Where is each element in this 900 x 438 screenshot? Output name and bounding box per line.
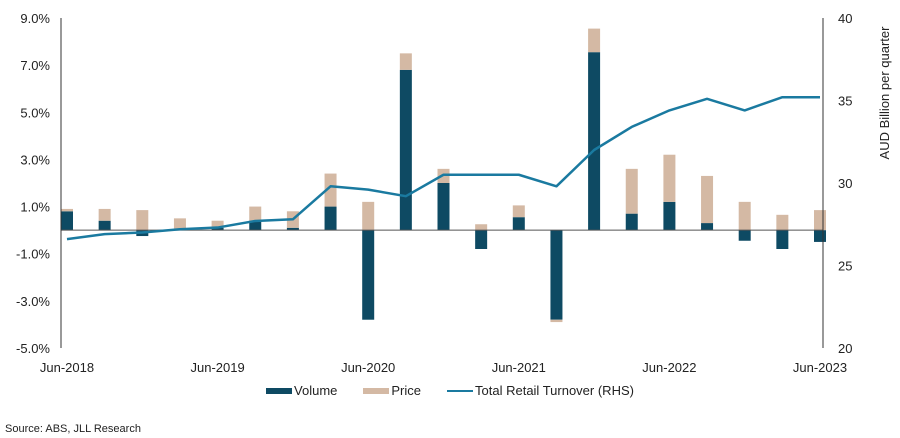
bar-volume [437, 183, 450, 231]
bar-price [550, 319, 563, 323]
turnover-line-swatch-icon [447, 389, 474, 392]
right-tick-label: 30 [838, 176, 852, 191]
right-axis-ticks: 40 35 30 25 20 [838, 11, 852, 356]
turnover-line [66, 95, 820, 241]
right-tick-label: 25 [838, 259, 852, 274]
bar-price [136, 210, 149, 231]
right-tick-label: 35 [838, 94, 852, 109]
bar-price [173, 218, 186, 229]
bar-volume [738, 230, 751, 241]
bar-price [475, 224, 488, 231]
legend-label-volume: Volume [294, 383, 338, 398]
bar-volume [588, 52, 601, 231]
bar-volume [286, 227, 299, 231]
x-tick-label: Jun-2018 [40, 360, 94, 375]
bar-price [738, 201, 751, 231]
volume-swatch-icon [266, 387, 293, 394]
bar-price [324, 173, 337, 207]
bar-price [663, 154, 676, 202]
left-tick-label: 1.0% [20, 200, 50, 215]
legend-label-price: Price [391, 383, 422, 398]
bar-price [211, 220, 224, 228]
bar-price [776, 214, 789, 231]
bar-price [701, 175, 714, 224]
legend-item-price[interactable]: Price [363, 383, 421, 398]
x-tick-label: Jun-2021 [492, 360, 546, 375]
bar-price [362, 201, 375, 231]
bar-price [512, 205, 525, 218]
left-tick-label: 3.0% [20, 152, 50, 167]
bar-price [61, 208, 73, 212]
legend: Volume Price Total Retail Turnover (RHS) [0, 383, 900, 398]
bar-volume [98, 220, 111, 231]
bar-volume [324, 206, 337, 231]
right-axis-title: AUD Billion per quarter [877, 26, 892, 160]
legend-label-turnover: Total Retail Turnover (RHS) [475, 383, 634, 398]
bar-price [588, 28, 601, 53]
x-axis-ticks: Jun-2018 Jun-2019 Jun-2020 Jun-2021 Jun-2022… [40, 360, 847, 375]
x-tick-label: Jun-2020 [341, 360, 395, 375]
bar-volume [701, 223, 714, 231]
right-tick-label: 40 [838, 11, 852, 26]
bar-volume [249, 220, 262, 231]
bars-layer [61, 28, 826, 323]
bar-volume [399, 69, 412, 231]
bar-volume [475, 230, 488, 249]
left-tick-label: -1.0% [16, 247, 50, 262]
left-tick-label: 9.0% [20, 11, 50, 26]
bar-volume [814, 230, 826, 242]
legend-item-turnover[interactable]: Total Retail Turnover (RHS) [447, 383, 634, 398]
bar-volume [625, 213, 638, 231]
bar-volume [61, 211, 73, 231]
left-tick-label: -5.0% [16, 341, 50, 356]
bar-price [98, 208, 111, 221]
bar-price [814, 210, 826, 231]
left-tick-label: 5.0% [20, 105, 50, 120]
price-swatch-icon [363, 387, 390, 394]
source-note: Source: ABS, JLL Research [5, 423, 141, 435]
right-tick-label: 20 [838, 341, 852, 356]
left-axis-ticks: 9.0% 7.0% 5.0% 3.0% 1.0% -1.0% -3.0% -5.0% [16, 11, 50, 356]
legend-item-volume[interactable]: Volume [266, 383, 337, 398]
bar-volume [362, 230, 375, 320]
bar-volume [211, 227, 224, 231]
bar-price [399, 53, 412, 70]
bar-price [249, 206, 262, 221]
left-tick-label: -3.0% [16, 294, 50, 309]
bar-volume [512, 217, 525, 231]
x-tick-label: Jun-2023 [793, 360, 847, 375]
bar-volume [550, 230, 563, 320]
bar-volume [776, 230, 789, 249]
left-tick-label: 7.0% [20, 58, 50, 73]
bar-volume [663, 201, 676, 231]
x-tick-label: Jun-2019 [190, 360, 244, 375]
bar-price [625, 168, 638, 214]
x-tick-label: Jun-2022 [642, 360, 696, 375]
